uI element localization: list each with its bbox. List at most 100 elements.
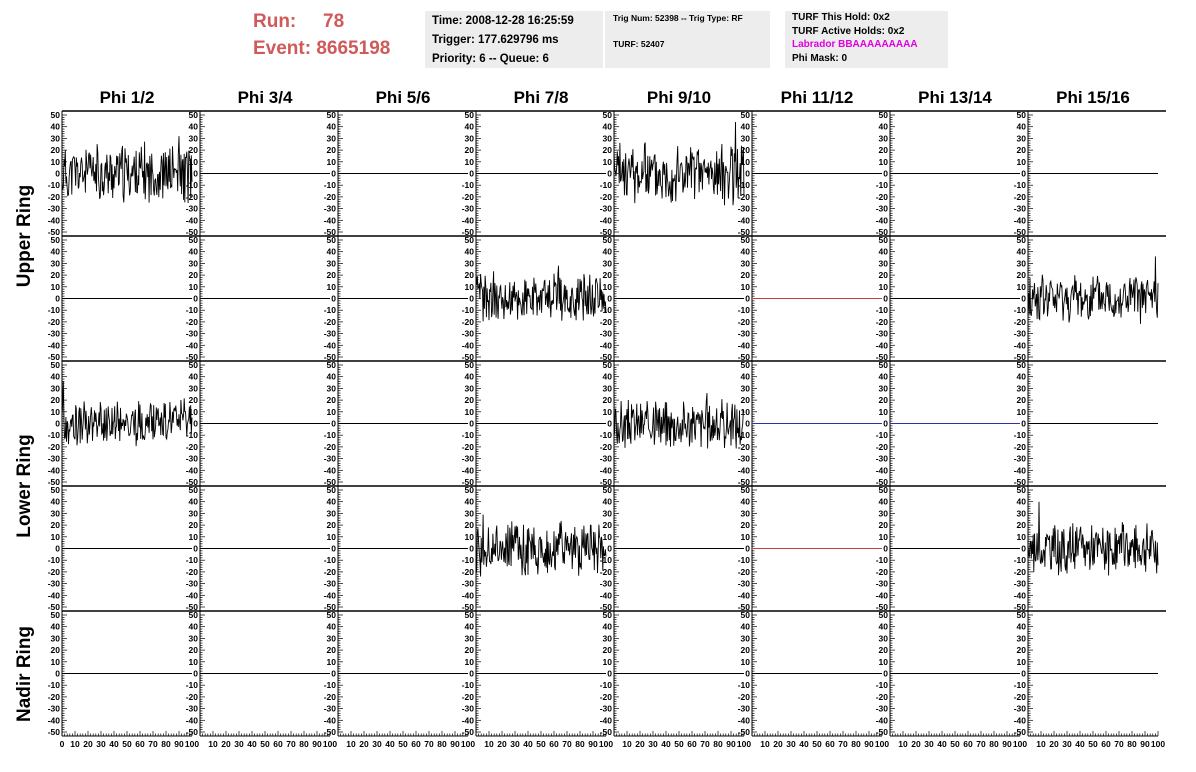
- ring-label: Upper Ring: [14, 185, 35, 287]
- y-tick-label: -20: [738, 442, 751, 452]
- x-tick-label: 90: [588, 739, 598, 749]
- y-tick-label: 30: [1017, 383, 1027, 393]
- x-tick-label: 40: [385, 739, 395, 749]
- y-tick-label: 50: [741, 360, 751, 370]
- y-tick-label: 50: [465, 485, 475, 495]
- y-tick-label: 50: [1017, 485, 1027, 495]
- y-tick-label: -30: [738, 454, 751, 464]
- y-tick-label: 0: [1021, 169, 1026, 179]
- y-tick-label: -40: [600, 465, 613, 475]
- y-tick-label: 30: [603, 133, 613, 143]
- y-tick-label: 30: [189, 258, 199, 268]
- x-tick-label: 40: [799, 739, 809, 749]
- y-tick-label: 40: [327, 497, 337, 507]
- y-tick-label: -20: [1014, 192, 1027, 202]
- y-tick-label: 20: [741, 520, 751, 530]
- x-tick-label: 30: [786, 739, 796, 749]
- y-tick-label: -40: [48, 215, 61, 225]
- y-tick-label: -40: [186, 465, 199, 475]
- y-tick-label: -50: [738, 352, 751, 362]
- y-tick-label: 20: [879, 520, 889, 530]
- y-tick-label: 40: [465, 372, 475, 382]
- y-tick-label: -40: [462, 465, 475, 475]
- y-tick-label: 50: [51, 110, 61, 120]
- x-tick-label: 60: [963, 739, 973, 749]
- y-tick-label: -10: [1014, 180, 1027, 190]
- y-tick-label: 20: [1017, 270, 1027, 280]
- ring-label: Lower Ring: [14, 434, 35, 537]
- x-tick-label: 80: [161, 739, 171, 749]
- y-tick-label: 40: [465, 247, 475, 257]
- y-tick-label: 40: [51, 497, 61, 507]
- y-tick-label: -30: [48, 704, 61, 714]
- y-tick-label: 0: [607, 294, 612, 304]
- y-tick-label: 10: [741, 157, 751, 167]
- y-tick-label: 0: [193, 669, 198, 679]
- x-tick-label: 60: [135, 739, 145, 749]
- x-tick-label: 100: [737, 739, 751, 749]
- y-tick-label: -30: [186, 704, 199, 714]
- y-tick-label: 20: [465, 520, 475, 530]
- x-tick-label: 20: [635, 739, 645, 749]
- y-tick-label: 0: [469, 294, 474, 304]
- y-tick-label: -30: [876, 704, 889, 714]
- column-header: Phi 3/4: [238, 88, 293, 107]
- y-tick-label: -10: [1014, 430, 1027, 440]
- y-tick-label: 50: [603, 610, 613, 620]
- y-tick-label: -50: [48, 727, 61, 737]
- y-tick-label: -30: [186, 329, 199, 339]
- y-tick-label: 20: [741, 270, 751, 280]
- y-tick-label: 20: [51, 145, 61, 155]
- y-tick-label: 30: [603, 633, 613, 643]
- y-tick-label: 30: [51, 633, 61, 643]
- y-tick-label: 20: [465, 145, 475, 155]
- y-tick-label: 10: [465, 657, 475, 667]
- x-tick-label: 30: [648, 739, 658, 749]
- y-tick-label: -40: [738, 215, 751, 225]
- y-tick-label: -10: [186, 680, 199, 690]
- y-tick-label: -30: [876, 454, 889, 464]
- y-tick-label: -50: [462, 352, 475, 362]
- y-tick-label: 50: [189, 610, 199, 620]
- y-tick-label: -10: [738, 180, 751, 190]
- x-tick-label: 90: [864, 739, 874, 749]
- y-tick-label: -50: [48, 602, 61, 612]
- x-tick-label: 70: [700, 739, 710, 749]
- y-tick-label: 0: [193, 169, 198, 179]
- y-tick-label: -30: [600, 454, 613, 464]
- y-tick-label: -50: [600, 602, 613, 612]
- y-tick-label: 30: [465, 633, 475, 643]
- y-tick-label: 10: [327, 532, 337, 542]
- y-tick-label: -20: [876, 317, 889, 327]
- y-tick-label: 30: [741, 258, 751, 268]
- y-tick-label: 30: [327, 383, 337, 393]
- y-tick-label: 10: [603, 532, 613, 542]
- y-tick-label: -50: [462, 227, 475, 237]
- y-tick-label: -50: [876, 352, 889, 362]
- y-tick-label: 40: [327, 372, 337, 382]
- y-tick-label: -30: [324, 579, 337, 589]
- y-tick-label: -20: [738, 317, 751, 327]
- column-header: Phi 9/10: [647, 88, 711, 107]
- y-tick-label: 20: [51, 645, 61, 655]
- column-header: Phi 5/6: [376, 88, 431, 107]
- y-tick-label: -40: [1014, 590, 1027, 600]
- y-tick-label: -20: [1014, 692, 1027, 702]
- x-tick-label: 20: [497, 739, 507, 749]
- y-tick-label: 10: [603, 407, 613, 417]
- y-tick-label: -40: [48, 340, 61, 350]
- y-tick-label: -20: [876, 692, 889, 702]
- y-tick-label: -10: [324, 305, 337, 315]
- y-tick-label: -30: [600, 704, 613, 714]
- y-tick-label: -40: [48, 715, 61, 725]
- y-tick-label: 0: [55, 419, 60, 429]
- y-tick-label: 40: [879, 497, 889, 507]
